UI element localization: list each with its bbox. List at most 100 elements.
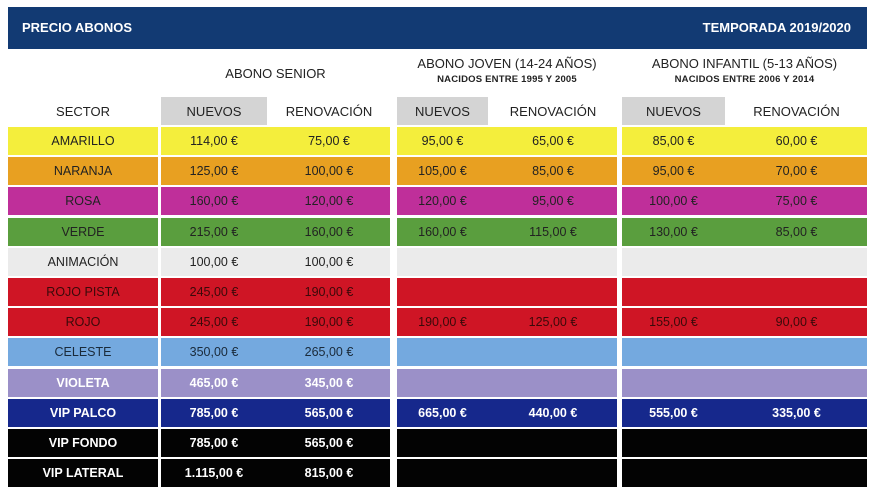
price-cell-senior-renovacion: 565,00 € (304, 436, 354, 450)
price-cell-joven-renovacion (489, 278, 617, 306)
price-cell-infantil-renovacion: 75,00 € (775, 194, 818, 208)
price-cell-joven-renovacion (489, 248, 617, 276)
sector-label: VERDE (61, 225, 105, 239)
price-cell-joven-nuevos: 190,00 € (418, 315, 467, 329)
price-cell-infantil-nuevos (622, 459, 725, 487)
price-cell-joven-nuevos: 160,00 € (418, 225, 467, 239)
sector-label: VIP PALCO (49, 406, 117, 420)
row-color-segment (161, 338, 390, 366)
row-color-segment (397, 308, 617, 336)
row-color-segment (161, 399, 390, 427)
price-cell-senior-nuevos: 245,00 € (189, 285, 239, 299)
price-cell-infantil-nuevos: 555,00 € (649, 406, 698, 420)
row-color-segment (397, 248, 617, 276)
price-cell-infantil-nuevos (622, 278, 725, 306)
price-cell-joven-renovacion: 95,00 € (532, 194, 574, 208)
sector-label: ANIMACIÓN (47, 255, 119, 269)
row-color-segment (161, 127, 390, 155)
sector-label: VIOLETA (56, 376, 110, 390)
row-color-segment (161, 429, 390, 457)
price-cell-senior-renovacion: 565,00 € (304, 406, 354, 420)
row-color-segment (8, 278, 158, 306)
price-cell-infantil-nuevos: 155,00 € (649, 315, 698, 329)
price-cell-senior-nuevos: 160,00 € (189, 194, 239, 208)
price-cell-senior-renovacion: 190,00 € (304, 285, 354, 299)
row-color-segment (622, 127, 867, 155)
price-cell-infantil-nuevos (622, 338, 725, 366)
price-cell-joven-nuevos (397, 278, 488, 306)
row-color-segment (397, 157, 617, 185)
row-color-segment (622, 459, 867, 487)
price-cell-senior-nuevos: 114,00 € (190, 134, 238, 148)
price-cell-joven-nuevos: 105,00 € (418, 164, 467, 178)
price-cell-senior-renovacion: 120,00 € (304, 194, 354, 208)
price-cell-joven-renovacion (489, 459, 617, 487)
sector-label: ROJO (65, 315, 101, 329)
table-row: VIP LATERAL 1.115,00 € 815,00 € (8, 459, 867, 487)
price-cell-senior-renovacion: 100,00 € (304, 255, 354, 269)
price-cell-infantil-renovacion (726, 248, 867, 276)
price-cell-senior-renovacion: 815,00 € (304, 466, 354, 480)
price-cell-joven-renovacion: 440,00 € (528, 406, 578, 420)
price-cell-infantil-nuevos (622, 248, 725, 276)
price-cell-senior-nuevos: 785,00 € (189, 406, 239, 420)
row-color-segment (8, 248, 158, 276)
row-color-segment (622, 278, 867, 306)
row-color-segment (622, 399, 867, 427)
group-subtitle-joven: NACIDOS ENTRE 1995 Y 2005 (437, 74, 577, 85)
price-cell-infantil-renovacion: 335,00 € (772, 406, 821, 420)
price-cell-infantil-renovacion: 85,00 € (775, 225, 818, 239)
price-cell-joven-nuevos (397, 459, 488, 487)
table-row: ROJO 245,00 € 190,00 € 190,00 € 125,00 € 155,… (8, 308, 867, 336)
price-cell-infantil-nuevos (622, 369, 725, 397)
group-header-joven: ABONO JOVEN (14-24 AÑOS) NACIDOS ENTRE 1… (397, 56, 617, 85)
row-color-segment (622, 218, 867, 246)
price-cell-joven-nuevos: 665,00 € (418, 406, 467, 420)
price-cell-senior-nuevos: 215,00 € (189, 225, 239, 239)
price-cell-joven-renovacion (489, 429, 617, 457)
row-color-segment (8, 459, 158, 487)
price-cell-joven-renovacion: 125,00 € (528, 315, 578, 329)
price-cell-joven-renovacion (489, 338, 617, 366)
price-cell-senior-renovacion: 345,00 € (304, 376, 354, 390)
row-color-segment (397, 278, 617, 306)
price-cell-senior-renovacion: 265,00 € (304, 345, 354, 359)
row-color-segment (161, 369, 390, 397)
price-cell-infantil-nuevos (622, 429, 725, 457)
table-row: ROSA 160,00 € 120,00 € 120,00 € 95,00 € 100,0… (8, 187, 867, 215)
price-cell-senior-nuevos: 245,00 € (189, 315, 239, 329)
price-cell-infantil-nuevos: 95,00 € (652, 164, 695, 178)
row-color-segment (622, 338, 867, 366)
group-title-infantil: ABONO INFANTIL (5-13 AÑOS) (651, 56, 838, 71)
group-title-joven: ABONO JOVEN (14-24 AÑOS) (417, 56, 597, 71)
col-header-joven-renovacion: RENOVACIÓN (509, 103, 597, 119)
row-color-segment (622, 429, 867, 457)
row-color-segment (397, 399, 617, 427)
sector-label: ROSA (65, 194, 101, 208)
price-cell-joven-renovacion: 115,00 € (529, 225, 577, 239)
price-cell-infantil-nuevos: 85,00 € (652, 134, 695, 148)
price-cell-joven-nuevos: 120,00 € (418, 194, 467, 208)
price-cell-joven-renovacion: 65,00 € (532, 134, 574, 148)
row-color-segment (622, 187, 867, 215)
row-color-segment (161, 278, 390, 306)
price-cell-joven-nuevos (397, 248, 488, 276)
row-color-segment (8, 187, 158, 215)
sector-label: CELESTE (54, 345, 112, 359)
row-color-segment (622, 248, 867, 276)
col-header-senior-renovacion: RENOVACIÓN (285, 103, 373, 119)
price-cell-senior-nuevos: 465,00 € (189, 376, 239, 390)
row-color-segment (397, 429, 617, 457)
group-header-infantil: ABONO INFANTIL (5-13 AÑOS) NACIDOS ENTRE… (622, 56, 867, 85)
sector-label: VIP FONDO (48, 436, 118, 450)
price-cell-senior-renovacion: 100,00 € (304, 164, 354, 178)
price-cell-senior-renovacion: 75,00 € (308, 134, 350, 148)
price-cell-infantil-renovacion (726, 459, 867, 487)
table-row: VIOLETA 465,00 € 345,00 € (8, 369, 867, 397)
sector-label: ROJO PISTA (46, 285, 120, 299)
row-color-segment (8, 399, 158, 427)
table-row: VIP FONDO 785,00 € 565,00 € (8, 429, 867, 457)
sector-label: VIP LATERAL (42, 466, 124, 480)
price-cell-senior-renovacion: 160,00 € (304, 225, 354, 239)
price-cell-infantil-renovacion (726, 429, 867, 457)
